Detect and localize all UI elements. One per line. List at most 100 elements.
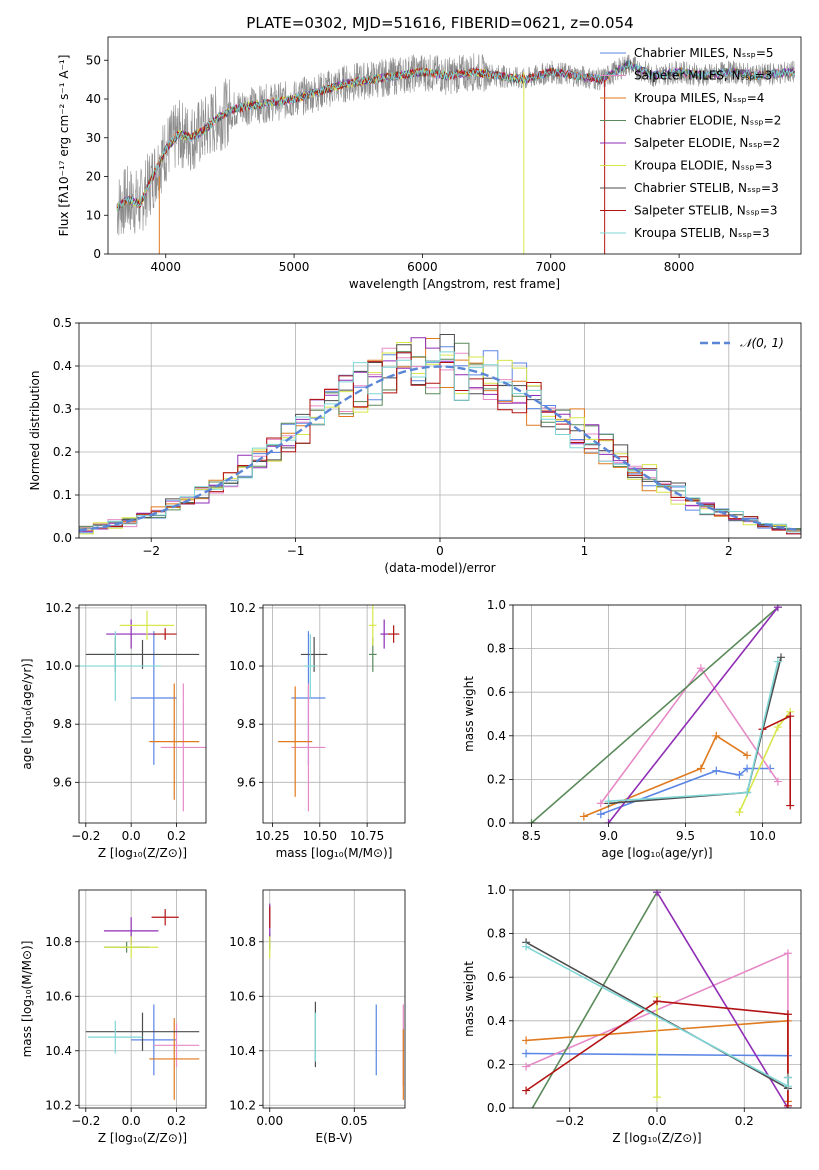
y-axis-label: mass weight [462,676,476,752]
weight-marker [522,1086,531,1095]
residual-legend: 𝒩(0, 1) [700,336,784,350]
weight-marker [522,1115,530,1123]
x-axis-label: mass [log₁₀(M/M⊙)] [276,846,393,860]
x-tick-label: −0.2 [71,829,100,843]
x-axis-label: Z [log₁₀(Z/Z⊙)] [612,1131,701,1145]
y-tick-label: 20 [86,170,101,184]
legend-label: Salpeter MILES, Nₛₛₚ=3 [634,69,772,83]
x-tick-label: 4000 [150,260,181,274]
y-tick-label: 0.0 [487,1101,506,1115]
y-tick-label: 10.2 [45,1098,72,1112]
y-tick-label: 10.4 [229,1044,256,1058]
weight-marker [596,810,605,819]
weight-line [531,891,658,1108]
legend-label: Chabrier MILES, Nₛₛₚ=5 [634,46,774,60]
y-tick-label: 10.0 [45,659,72,673]
spectrum-panel: 4000 5000 6000 7000 8000 0 10 20 30 40 50 wavelengt… [57,36,802,291]
axes-frame [78,322,802,539]
x-tick-label: 0.0 [647,1114,666,1128]
weight-marker [712,731,721,740]
y-tick-label: 0.5 [53,316,72,330]
y-tick-label: 9.8 [237,717,256,731]
legend-label: Kroupa STELIB, Nₛₛₚ=3 [634,226,770,240]
x-tick-label: 7000 [535,260,566,274]
axes-frame [78,604,207,824]
weight-marker [783,1101,792,1108]
weight-marker [596,799,605,808]
x-tick-label: 9.0 [599,829,618,843]
normal-curve [79,365,801,532]
x-axis-label: (data-model)/error [384,561,495,575]
weight-marker [712,766,721,775]
legend-label: Chabrier STELIB, Nₛₛₚ=3 [634,181,779,195]
weight-marker [522,942,531,951]
residuals-panel: −2 −1 0 1 2 0.0 0.1 0.2 0.3 0.4 0.5 (data-model)/er… [28,316,802,575]
y-tick-label: 0.4 [53,359,72,373]
y-tick-label: 0.0 [53,531,72,545]
weight-marker [579,812,588,821]
weight-marker [696,764,705,773]
weight-marker [786,712,795,721]
legend-label: Salpeter STELIB, Nₛₛₚ=3 [634,204,778,218]
legend-label: 𝒩(0, 1) [740,336,784,350]
x-axis-label: wavelength [Angstrom, rest frame] [349,277,560,291]
y-tick-label: 0.2 [53,445,72,459]
x-tick-label: 6000 [407,260,438,274]
x-tick-label: 0.00 [256,1114,283,1128]
y-axis-label: Flux [fλ10⁻¹⁷ erg cm⁻² s⁻¹ A⁻¹] [57,55,71,237]
y-tick-label: 10.2 [45,601,72,615]
legend-label: Salpeter ELODIE, Nₛₛₚ=2 [634,136,780,150]
weight-marker [696,664,705,673]
y-tick-label: 10.6 [229,989,256,1003]
x-tick-label: −0.2 [555,1114,584,1128]
weight-marker [773,777,782,786]
age-vs-mass-panel: 10.25 10.50 10.75 9.6 9.8 10.0 10.2 mass [log₁₀… [229,601,406,860]
spectrum-model-line [116,61,795,212]
x-axis-label: Z [log₁₀(Z/Z⊙)] [98,846,187,860]
mass-weight-vs-Z-panel: −0.2 0.0 0.2 0.0 0.2 0.4 0.6 0.8 1.0 Z [log₁₀(Z/Z… [462,883,802,1145]
axes-frame [107,36,802,255]
x-tick-label: 8.5 [522,829,541,843]
figure-title: PLATE=0302, MJD=51616, FIBERID=0621, z=0… [246,14,633,32]
x-tick-label: 0.0 [122,829,141,843]
x-tick-label: 0.2 [735,1114,754,1128]
mass-weight-vs-age-panel: 8.5 9.0 9.5 10.0 0.0 0.2 0.4 0.6 0.8 1.0 age [log₁… [462,598,802,860]
x-tick-label: 9.5 [676,829,695,843]
y-tick-label: 0.1 [53,488,72,502]
weight-marker [653,890,661,897]
weight-marker [743,764,752,773]
y-tick-label: 40 [86,92,101,106]
weight-marker [527,819,536,823]
x-tick-label: 8000 [664,260,695,274]
y-tick-label: 0.3 [53,402,72,416]
legend-label: Kroupa ELODIE, Nₛₛₚ=3 [634,159,772,173]
y-tick-label: 0.0 [487,816,506,830]
y-tick-label: 30 [86,131,101,145]
y-tick-label: 0.6 [487,970,506,984]
x-tick-label: 0 [436,544,444,558]
weight-marker [522,1062,531,1071]
weight-marker [735,808,744,817]
x-tick-label: 0.2 [167,1114,186,1128]
y-tick-label: 0.4 [487,729,506,743]
weight-marker [776,653,785,662]
y-tick-label: 0.2 [487,772,506,786]
histogram-steps [79,351,801,533]
spectrum-legend: Chabrier MILES, Nₛₛₚ=5 Salpeter MILES, Nₛ… [600,46,781,240]
x-tick-label: 10.75 [350,829,384,843]
legend-label: Kroupa MILES, Nₛₛₚ=4 [634,91,764,105]
x-axis-label: Z [log₁₀(Z/Z⊙)] [98,1131,187,1145]
axes-frame [262,889,406,1109]
x-axis-label: age [log₁₀(age/yr)] [601,846,712,860]
y-tick-label: 9.6 [237,775,256,789]
weight-marker [604,797,613,806]
y-axis-label: Normed distribution [28,371,42,491]
weight-line [530,606,779,823]
y-tick-label: 9.8 [53,717,72,731]
mass-vs-EBV-panel: 0.00 0.05 10.2 10.4 10.6 10.8 E(B-V) [229,889,406,1145]
x-tick-label: 0.05 [341,1114,368,1128]
axes-frame [512,889,802,1109]
legend-label: Chabrier ELODIE, Nₛₛₚ=2 [634,114,781,128]
x-tick-label: 0.2 [167,829,186,843]
